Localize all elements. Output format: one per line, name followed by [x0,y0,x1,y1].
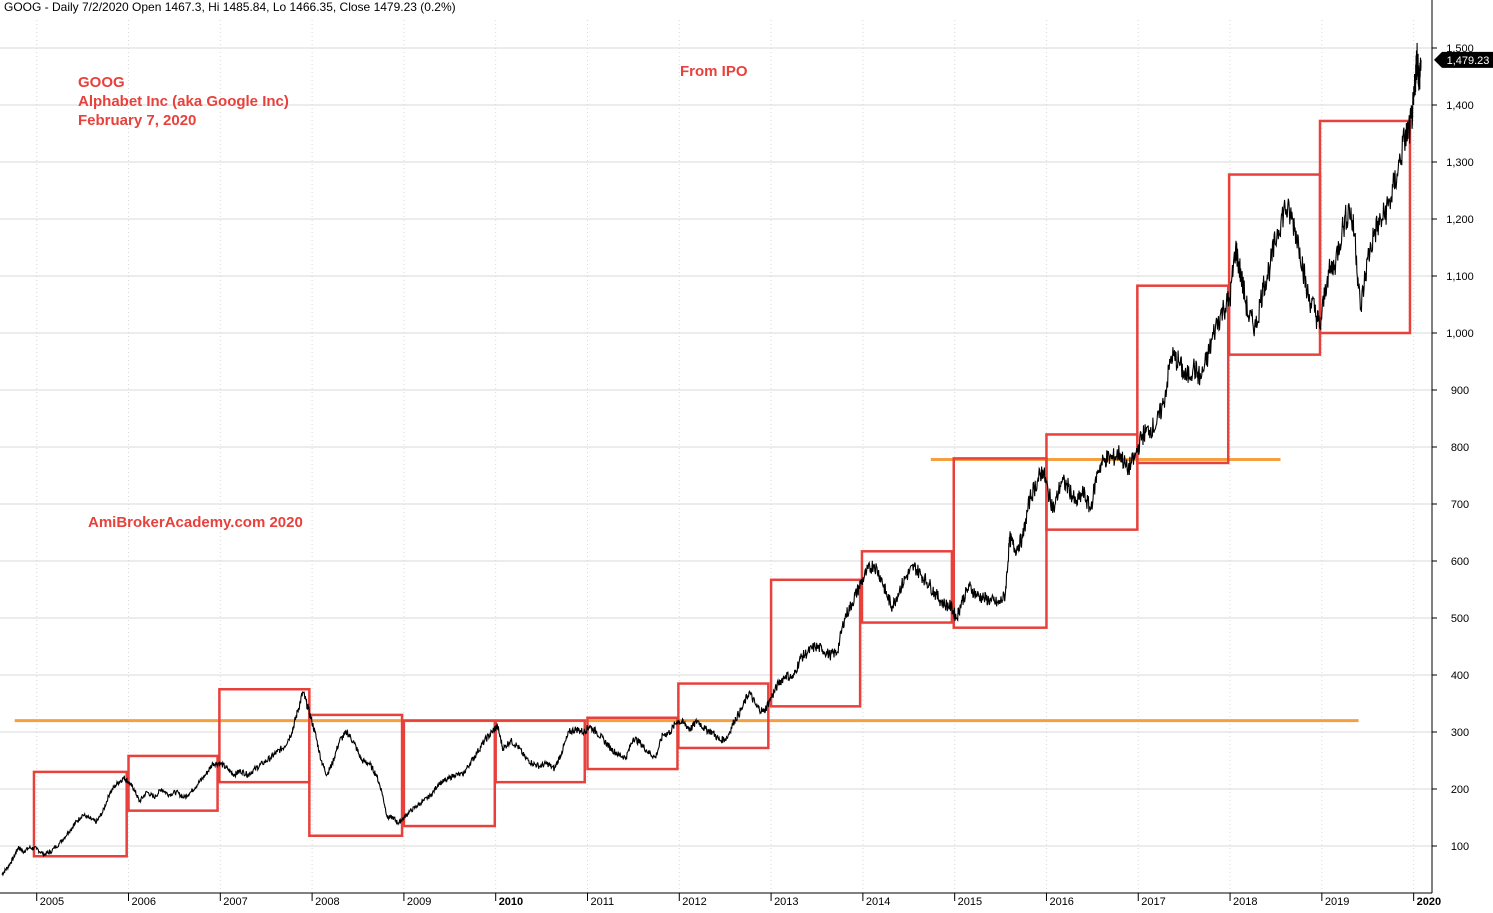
yearly-range-box [494,719,586,784]
watermark-text: AmiBrokerAcademy.com 2020 [88,514,303,531]
yearly-range-box [1045,433,1139,531]
yearly-range-box [32,770,128,858]
yearly-range-box [127,754,219,812]
y-tick-label: 1,200 [1446,214,1474,226]
last-price-label: 1,479.23 [1447,55,1490,67]
x-tick-label: 2015 [958,896,982,908]
y-tick-label: 800 [1451,442,1469,454]
x-tick-label: 2020 [1417,896,1441,908]
range-note: From IPO [680,63,748,80]
y-tick-label: 1,400 [1446,100,1474,112]
x-tick-label: 2006 [132,896,156,908]
y-tick-label: 600 [1451,556,1469,568]
y-tick-label: 700 [1451,499,1469,511]
x-tick-label: 2011 [590,896,614,908]
x-tick-label: 2016 [1049,896,1073,908]
x-tick-label: 2018 [1233,896,1257,908]
yearly-range-box [218,688,311,784]
y-tick-label: 200 [1451,784,1469,796]
y-tick-label: 1,300 [1446,157,1474,169]
y-tick-label: 500 [1451,613,1469,625]
yearly-range-box [1318,119,1412,335]
yearly-range-box [952,457,1048,629]
price-line [1,42,1422,877]
x-tick-label: 2019 [1325,896,1349,908]
x-tick-label: 2007 [223,896,247,908]
yearly-range-box [677,682,770,750]
yearly-range-box [1227,173,1322,356]
x-tick-label: 2012 [682,896,706,908]
x-tick-label: 2010 [499,896,523,908]
yearly-range-box [402,719,497,828]
company-label: Alphabet Inc (aka Google Inc) [78,93,289,110]
yearly-range-box [769,578,862,708]
y-tick-label: 400 [1451,670,1469,682]
x-tick-label: 2008 [315,896,339,908]
x-tick-label: 2005 [40,896,64,908]
chart-header: GOOG - Daily 7/2/2020 Open 1467.3, Hi 14… [4,0,456,14]
y-tick-label: 1,100 [1446,271,1474,283]
y-tick-label: 300 [1451,727,1469,739]
x-tick-label: 2013 [774,896,798,908]
yearly-range-box [308,713,404,837]
x-tick-label: 2017 [1141,896,1165,908]
yearly-range-box [1136,284,1230,465]
y-tick-label: 1,000 [1446,328,1474,340]
last-price-tag [1434,51,1493,68]
x-tick-label: 2009 [407,896,431,908]
symbol-label: GOOG [78,74,125,91]
y-tick-label: 900 [1451,385,1469,397]
x-tick-label: 2014 [866,896,890,908]
date-label: February 7, 2020 [78,112,197,129]
y-tick-label: 100 [1451,841,1469,853]
yearly-range-box [860,550,954,624]
